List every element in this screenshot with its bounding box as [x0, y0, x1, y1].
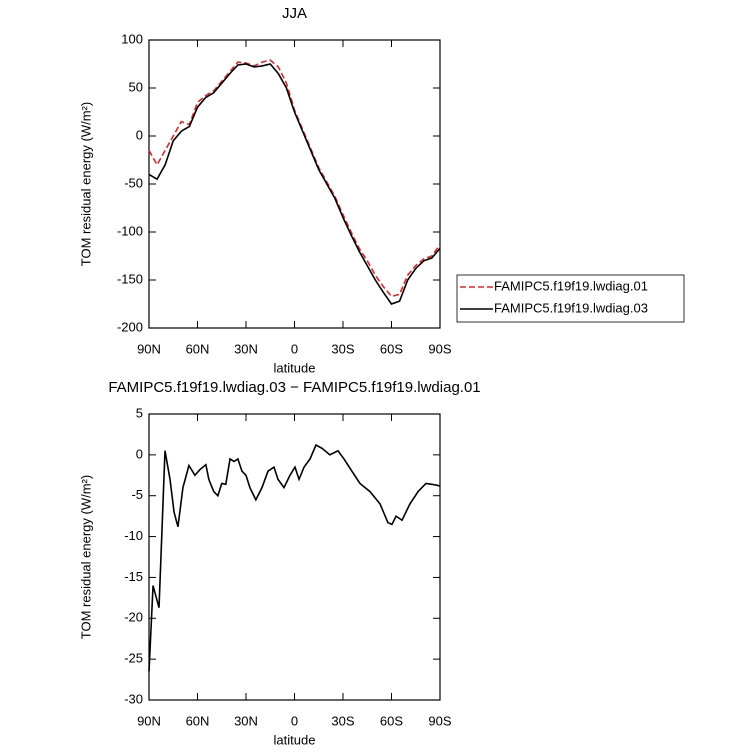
legend-label: FAMIPC5.f19f19.lwdiag.03: [494, 300, 648, 315]
x-axis-label: latitude: [274, 360, 316, 375]
x-tick-label: 90N: [137, 341, 161, 356]
y-axis-label: TOM residual energy (W/m²): [78, 475, 93, 639]
x-tick-label: 90S: [428, 341, 451, 356]
y-tick-label: 100: [121, 31, 143, 46]
y-axis-label: TOM residual energy (W/m²): [78, 102, 93, 266]
x-tick-label: 60S: [380, 341, 403, 356]
x-tick-label: 90N: [137, 713, 161, 728]
x-tick-label: 60N: [186, 713, 210, 728]
y-tick-label: 0: [136, 127, 143, 142]
x-tick-label: 30N: [234, 341, 258, 356]
y-tick-label: -100: [117, 223, 143, 238]
x-tick-label: 0: [291, 341, 298, 356]
x-tick-label: 60S: [380, 713, 403, 728]
y-tick-label: -150: [117, 271, 143, 286]
y-tick-label: 0: [136, 446, 143, 461]
y-tick-label: -30: [124, 691, 143, 706]
x-tick-label: 30N: [234, 713, 258, 728]
x-tick-label: 90S: [428, 713, 451, 728]
legend-box: [456, 274, 685, 323]
series-line: [148, 63, 441, 305]
series-line: [148, 59, 441, 298]
y-tick-label: -25: [124, 651, 143, 666]
y-tick-label: -20: [124, 610, 143, 625]
y-tick-label: -50: [124, 175, 143, 190]
y-tick-label: -5: [131, 487, 143, 502]
y-tick-label: 50: [129, 79, 143, 94]
plot-frame: [148, 413, 441, 701]
series-line: [148, 443, 441, 672]
y-tick-label: -15: [124, 569, 143, 584]
chart-title: JJA: [282, 5, 307, 22]
x-tick-label: 30S: [331, 341, 354, 356]
y-tick-label: -200: [117, 319, 143, 334]
x-tick-label: 0: [291, 713, 298, 728]
legend-label: FAMIPC5.f19f19.lwdiag.01: [494, 278, 648, 293]
x-tick-label: 60N: [186, 341, 210, 356]
x-axis-label: latitude: [274, 732, 316, 747]
y-tick-label: -10: [124, 528, 143, 543]
legend: FAMIPC5.f19f19.lwdiag.01 FAMIPC5.f19f19.l…: [456, 274, 685, 323]
x-tick-label: 30S: [331, 713, 354, 728]
y-tick-label: 5: [136, 405, 143, 420]
plot-frame: [148, 39, 441, 329]
chart-title: FAMIPC5.f19f19.lwdiag.03 − FAMIPC5.f19f1…: [108, 379, 480, 396]
